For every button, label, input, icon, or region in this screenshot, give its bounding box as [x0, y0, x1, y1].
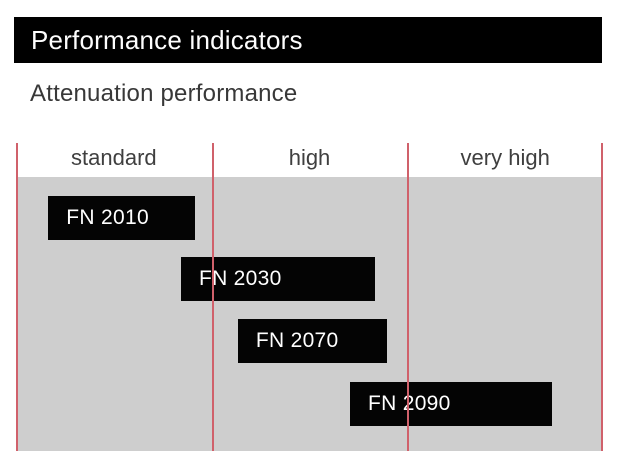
chart-bar: FN 2010 — [48, 196, 196, 240]
page-title: Performance indicators — [31, 24, 303, 55]
column-label-very-high: very high — [460, 145, 550, 170]
chart-bar: FN 2090 — [350, 382, 552, 426]
grid-line — [16, 143, 18, 451]
column-label-standard: standard — [71, 145, 157, 170]
grid-line — [601, 143, 603, 451]
grid-line — [211, 143, 214, 451]
grid-line — [407, 143, 410, 451]
title-banner: Performance indicators — [14, 17, 602, 63]
column-label-high: high — [288, 145, 331, 170]
section-subtitle: Attenuation performance — [30, 80, 298, 107]
chart-bar: FN 2070 — [237, 319, 387, 363]
chart-plot-area: FN 2010 FN 2030 FN 2070 FN 2090 — [16, 177, 603, 451]
column-headers: standard high very high — [16, 143, 603, 177]
attenuation-chart: standard high very high FN 2010 FN 2030 FN… — [16, 143, 603, 451]
chart-bar: FN 2030 — [180, 257, 375, 301]
